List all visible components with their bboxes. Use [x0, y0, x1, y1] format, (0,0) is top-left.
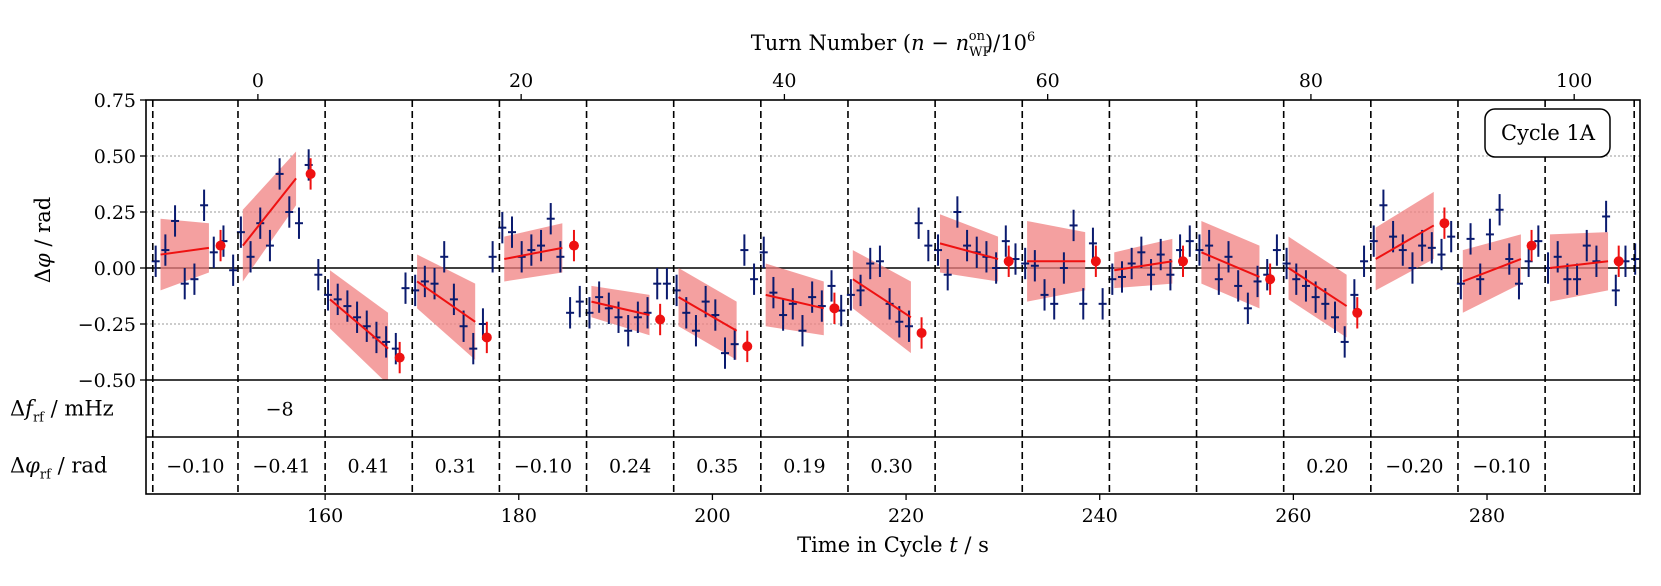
x-tick-label: 180: [501, 505, 537, 527]
prediction-point: [1352, 307, 1363, 318]
x-axis-title: Time in Cycle t / s: [797, 533, 989, 557]
fit-line: [1114, 260, 1173, 272]
fit-band: [591, 285, 650, 336]
fit-line: [242, 177, 297, 247]
prediction-point: [655, 314, 666, 325]
prediction-point: [1177, 256, 1188, 267]
top-tick-label: 60: [1036, 70, 1060, 92]
fit-band: [504, 223, 563, 282]
prediction-point: [1526, 240, 1537, 251]
fit-line: [1462, 258, 1522, 283]
freq-row-label: Δfrf / mHz: [10, 397, 114, 426]
fit-band: [417, 254, 476, 360]
prediction-point: [1003, 256, 1014, 267]
fit-line: [591, 300, 650, 317]
fit-line: [504, 246, 563, 261]
fit-band: [939, 214, 999, 282]
y-tick-label: 0.00: [94, 258, 136, 280]
plot-content: [151, 149, 1640, 380]
phase-value: −0.10: [514, 456, 572, 478]
x-tick-label: 200: [694, 505, 730, 527]
top-tick-label: 40: [772, 70, 796, 92]
fit-band: [1114, 238, 1173, 289]
legend-label: Cycle 1A: [1501, 121, 1596, 145]
phase-row-label: Δφrf / rad: [10, 454, 107, 483]
fit-band: [1549, 232, 1609, 302]
phase-value: 0.30: [870, 456, 912, 478]
prediction-point: [742, 341, 753, 352]
prediction-point: [481, 332, 492, 343]
phase-value: 0.35: [696, 456, 738, 478]
fit-band: [242, 151, 297, 282]
plot-frame: [145, 99, 1641, 495]
fit-line: [1549, 260, 1609, 269]
fit-line: [329, 298, 389, 350]
phase-value: 0.41: [348, 456, 390, 478]
prediction-point: [1439, 218, 1450, 229]
freq-value: −8: [266, 399, 294, 421]
prediction-point: [394, 352, 405, 363]
phase-value: −0.20: [1385, 456, 1443, 478]
fit-line: [765, 293, 824, 310]
prediction-point: [215, 240, 226, 251]
top-tick-label: 80: [1299, 70, 1323, 92]
x-tick-label: 280: [1469, 505, 1505, 527]
top-tick-label: 0: [252, 70, 264, 92]
fit-line: [1287, 267, 1348, 307]
y-tick-label: 0.75: [94, 90, 136, 112]
y-tick-label: −0.50: [78, 370, 136, 392]
phase-value: 0.31: [435, 456, 477, 478]
prediction-point: [568, 240, 579, 251]
prediction-point: [1265, 274, 1276, 285]
prediction-point: [916, 327, 927, 338]
y-tick-label: 0.50: [94, 146, 136, 168]
top-axis-title: Turn Number (n − nWFon)/106: [751, 29, 1036, 60]
phase-value: −0.41: [252, 456, 310, 478]
fit-band: [765, 263, 824, 336]
top-tick-label: 100: [1556, 70, 1592, 92]
prediction-point: [305, 168, 316, 179]
legend: Cycle 1A: [1484, 108, 1611, 158]
y-tick-label: 0.25: [94, 202, 136, 224]
y-axis-title: Δφ / rad: [31, 197, 55, 283]
phase-value: −0.10: [166, 456, 224, 478]
fit-line: [852, 278, 912, 319]
fit-line: [160, 246, 210, 256]
prediction-point: [1613, 256, 1624, 267]
fit-line: [1375, 224, 1435, 260]
phase-value: 0.24: [609, 456, 651, 478]
phase-value: 0.20: [1306, 456, 1348, 478]
fit-band: [852, 250, 911, 354]
x-tick-label: 240: [1082, 505, 1118, 527]
fit-line: [1200, 251, 1260, 278]
legend-box: [1484, 108, 1611, 158]
phase-value: −0.10: [1472, 456, 1530, 478]
phase-value: 0.19: [783, 456, 825, 478]
fit-band: [1462, 234, 1521, 313]
y-tick-label: −0.25: [78, 314, 136, 336]
x-tick-label: 160: [307, 505, 343, 527]
fit-line: [678, 296, 738, 332]
fit-line: [416, 280, 476, 323]
x-tick-label: 260: [1275, 505, 1311, 527]
prediction-point: [829, 303, 840, 314]
x-tick-label: 220: [888, 505, 924, 527]
prediction-point: [1090, 256, 1101, 267]
fit-line: [939, 242, 999, 261]
fit-band: [160, 218, 209, 291]
top-tick-label: 20: [509, 70, 533, 92]
